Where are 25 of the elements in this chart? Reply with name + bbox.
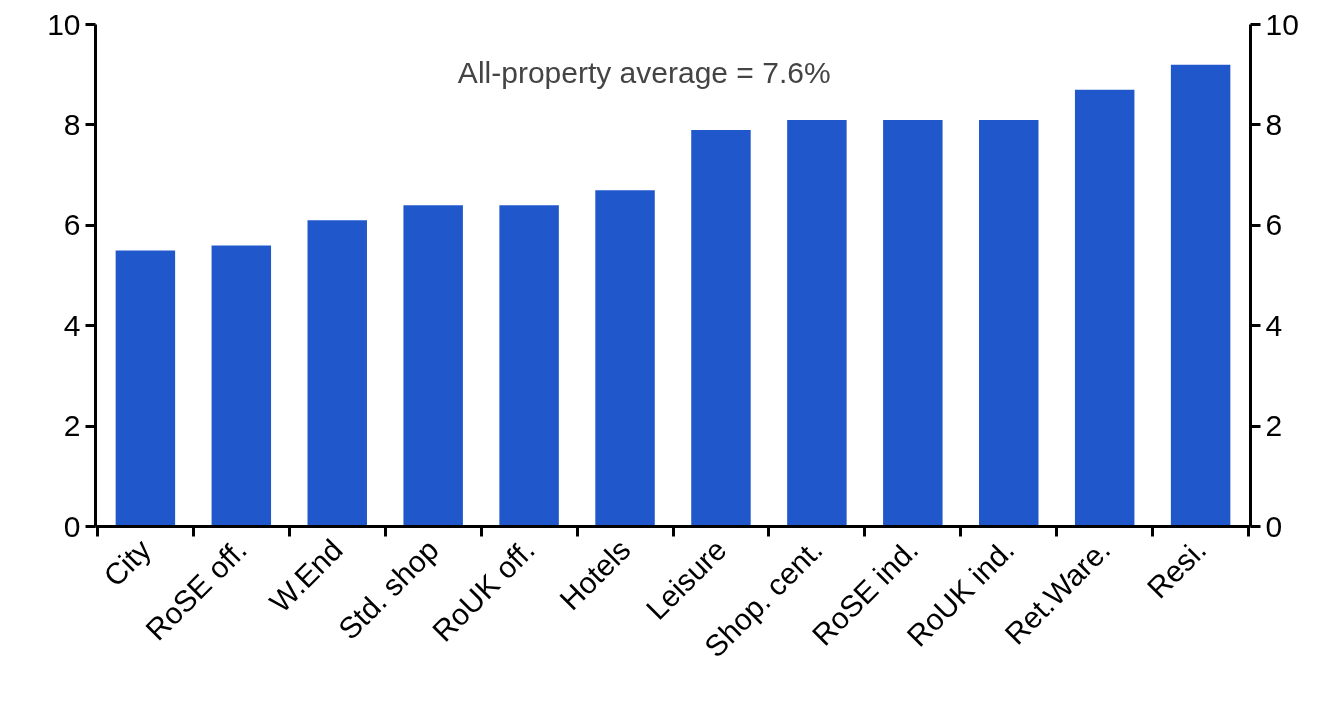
y-tick-label: 10: [47, 7, 81, 41]
bar: [979, 119, 1039, 527]
y2-tick-label: 2: [1265, 409, 1283, 443]
y2-tick-label: 6: [1265, 208, 1283, 242]
annotation: All-property average = 7.6%: [457, 55, 831, 89]
bar: [499, 205, 559, 527]
y2-tick-label: 0: [1265, 509, 1283, 543]
bar: [883, 119, 943, 527]
y2-tick-label: 8: [1265, 107, 1283, 141]
bar: [307, 220, 367, 527]
y-tick-label: 2: [63, 409, 81, 443]
bar: [211, 245, 272, 527]
y-tick-label: 8: [63, 107, 81, 141]
bar: [691, 129, 751, 527]
bar: [403, 205, 463, 527]
y2-tick-label: 4: [1265, 308, 1283, 342]
y-tick-label: 6: [63, 208, 81, 242]
bar: [595, 190, 655, 527]
y-tick-label: 4: [63, 308, 81, 342]
bar: [115, 250, 176, 527]
bar: [1074, 89, 1135, 527]
bar: [787, 119, 847, 527]
bar: [1170, 64, 1231, 527]
y2-tick-label: 10: [1265, 7, 1299, 41]
y-tick-label: 0: [63, 509, 81, 543]
